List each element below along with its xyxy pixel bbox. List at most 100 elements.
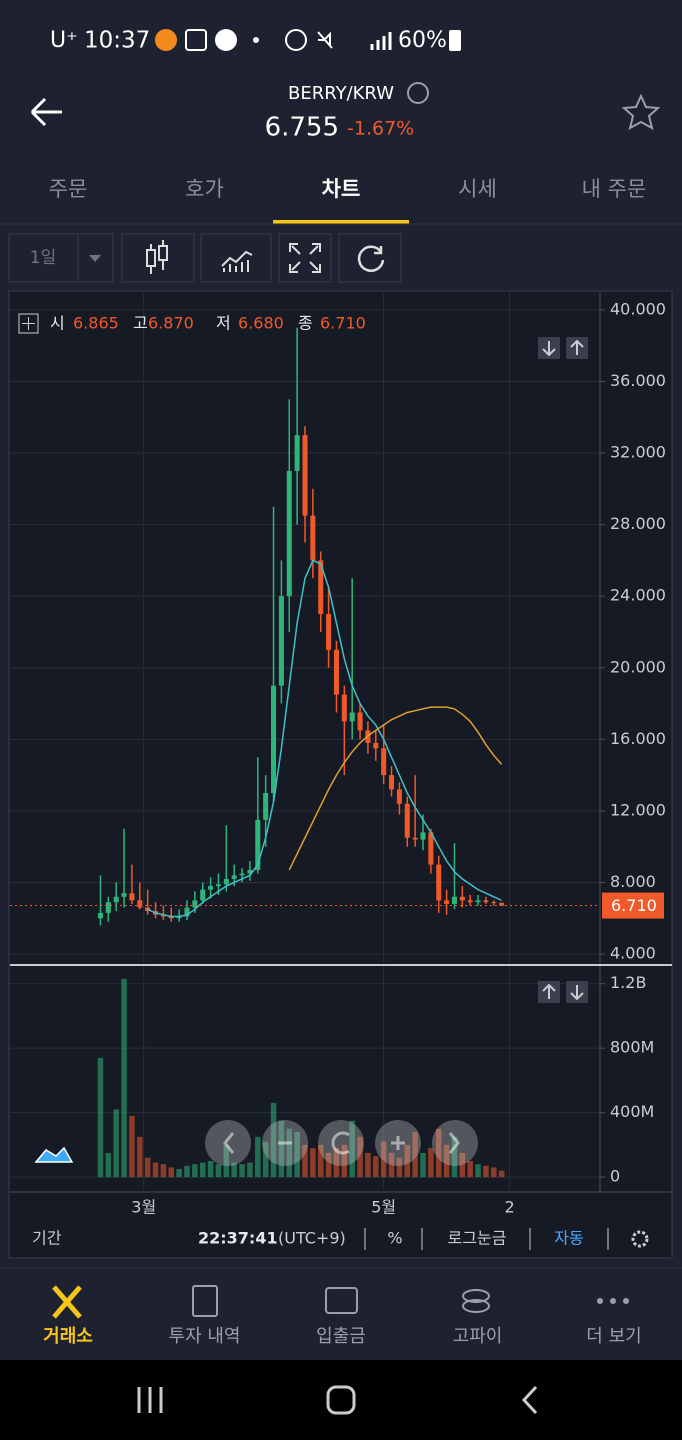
- legend-key: 시: [50, 314, 65, 333]
- clock-label: 22:37:41: [198, 1229, 278, 1248]
- gopax-icon: [462, 1299, 490, 1313]
- cloud-icon: [34, 1146, 74, 1163]
- y-tick-label: 40.000: [610, 299, 666, 318]
- y-tick-label: 20.000: [610, 657, 666, 676]
- volume-bar: [459, 1152, 466, 1178]
- volume-bar: [144, 1157, 151, 1178]
- volume-bar: [231, 1162, 237, 1178]
- volume-bar: [105, 1152, 112, 1178]
- candle-body: [357, 712, 363, 731]
- volume-bar: [262, 1141, 269, 1178]
- volume-bar: [278, 1120, 285, 1178]
- volume-bar: [129, 1115, 135, 1178]
- volume-bar: [412, 1131, 418, 1178]
- fullscreen-button[interactable]: [278, 233, 332, 283]
- candle-body: [396, 789, 402, 804]
- y-tick-label: 1.2B: [610, 973, 646, 992]
- system-nav-icons[interactable]: [137, 1385, 538, 1415]
- candle-body: [231, 875, 237, 879]
- tab[interactable]: 주문: [49, 177, 88, 201]
- candle-body: [208, 886, 214, 890]
- percent-toggle[interactable]: %: [387, 1229, 402, 1248]
- volume-bar: [113, 1109, 119, 1178]
- volume-bar: [451, 1136, 458, 1178]
- candle-body: [255, 819, 261, 870]
- settings-button[interactable]: [631, 1230, 649, 1248]
- legend-key: 고: [133, 314, 148, 333]
- price-change: -1.67%: [347, 118, 414, 140]
- fullscreen-icon: [289, 243, 321, 273]
- legend-key: 종: [298, 314, 313, 333]
- scroll-right-button[interactable]: [432, 1120, 478, 1166]
- timezone-label[interactable]: (UTC+9): [278, 1229, 346, 1248]
- gopax-icon: [462, 1289, 490, 1303]
- volume-bar: [294, 1131, 300, 1178]
- volume-bar: [317, 1144, 324, 1178]
- volume-bar: [475, 1164, 481, 1178]
- nav-overlay-icons: [223, 1131, 460, 1155]
- volume-bar: [428, 1148, 434, 1178]
- candle-body: [333, 649, 339, 695]
- home-button[interactable]: [326, 1385, 356, 1415]
- candle-body: [459, 896, 465, 901]
- legend-toggle[interactable]: [18, 313, 39, 334]
- scroll-left-button[interactable]: [205, 1120, 251, 1166]
- volume-bar: [199, 1162, 206, 1178]
- y-tick-label: 28.000: [610, 514, 666, 533]
- candle-body: [436, 864, 442, 901]
- volume-bar: [239, 1164, 245, 1178]
- volume-bar: [223, 1144, 230, 1178]
- candle-body: [168, 916, 174, 919]
- bottom-nav-items: 거래소 투자 내역 입출금 고파이 더 보기: [43, 1326, 642, 1347]
- tab[interactable]: 차트: [322, 177, 361, 201]
- candle-body: [105, 902, 111, 913]
- candle-icon-body: [158, 245, 168, 261]
- legend-value: 6.870: [148, 314, 194, 333]
- refresh-button[interactable]: [338, 233, 402, 283]
- nav-label[interactable]: 더 보기: [586, 1326, 641, 1347]
- log-scale-toggle[interactable]: 로그눈금: [448, 1229, 507, 1248]
- volume-bar: [396, 1157, 403, 1178]
- favorite-button[interactable]: [621, 93, 661, 130]
- y-tick-label: 8.000: [610, 872, 656, 891]
- info-icon[interactable]: [407, 82, 429, 104]
- candle-body: [428, 832, 434, 865]
- interval-label: 1일: [30, 248, 56, 268]
- volume-bar: [325, 1152, 332, 1178]
- volume-bar: [443, 1144, 450, 1178]
- tab[interactable]: 시세: [458, 177, 497, 201]
- nav-label[interactable]: 입출금: [316, 1326, 366, 1347]
- candle-body: [483, 900, 489, 903]
- refresh-icon: [357, 245, 385, 272]
- volume-bar: [192, 1164, 198, 1178]
- volume-bar: [365, 1152, 371, 1178]
- chart-frame: [8, 290, 673, 1259]
- candle-body: [271, 685, 277, 794]
- y-tick-label: 4.000: [610, 944, 656, 963]
- candle-body: [121, 893, 127, 897]
- legend-value: 6.865: [73, 314, 119, 333]
- indicator-icon: [221, 250, 253, 272]
- y-tick-label: 36.000: [610, 371, 666, 390]
- tab[interactable]: 내 주문: [582, 177, 647, 201]
- indicator-button[interactable]: [200, 233, 272, 283]
- volume-bar: [349, 1120, 355, 1178]
- volume-bar: [483, 1165, 489, 1178]
- nav-label[interactable]: 거래소: [43, 1326, 93, 1347]
- active-tab-indicator: [273, 220, 409, 224]
- nav-label[interactable]: 고파이: [453, 1326, 503, 1347]
- alarm-icon: [285, 29, 307, 51]
- nav-label[interactable]: 투자 내역: [169, 1326, 241, 1347]
- reset-button[interactable]: [318, 1120, 364, 1166]
- candle-body: [176, 916, 182, 919]
- wallet-icon: [325, 1287, 358, 1314]
- period-label[interactable]: 기간: [32, 1229, 62, 1248]
- auto-scale-toggle[interactable]: 자동: [554, 1229, 583, 1248]
- back-button[interactable]: [30, 97, 62, 127]
- gallery-icon: [185, 29, 207, 51]
- volume-bar: [357, 1136, 363, 1178]
- tab[interactable]: 호가: [185, 177, 224, 201]
- battery-text: 60%: [398, 28, 447, 53]
- dropdown-arrow: [89, 255, 101, 262]
- candle-body: [381, 748, 387, 776]
